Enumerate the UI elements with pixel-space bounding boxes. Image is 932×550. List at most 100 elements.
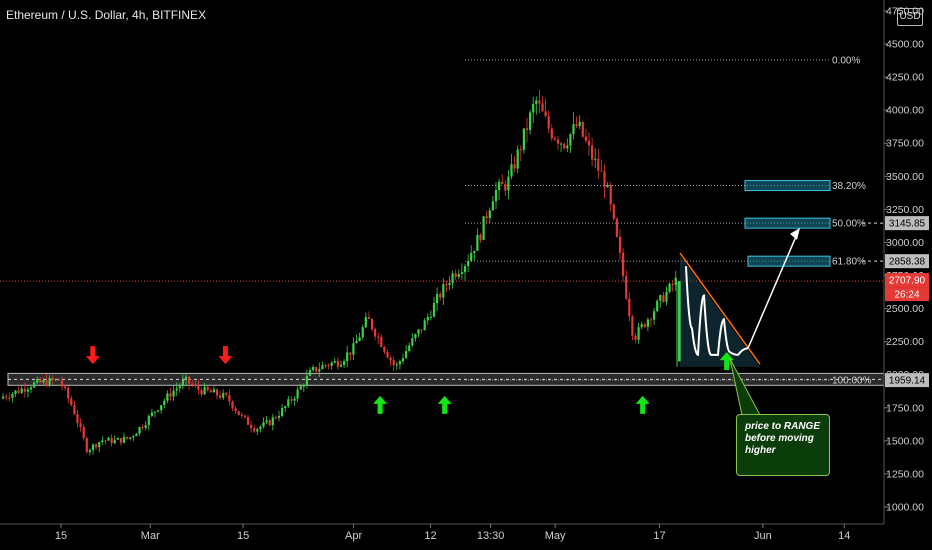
candle-body — [395, 364, 398, 366]
candle-body — [485, 216, 488, 219]
candle-body — [76, 414, 79, 424]
candle-body — [575, 124, 578, 127]
candle-body — [212, 389, 215, 393]
x-axis: 15 Mar 15 Apr 12 13:30 May 17 Jun 14 — [0, 523, 884, 542]
candle-body — [64, 386, 67, 389]
candle-body — [119, 438, 122, 443]
candle-body — [268, 420, 271, 426]
x-tick-label: 15 — [237, 530, 249, 542]
y-tick-label: 1250.00 — [886, 468, 924, 480]
candle-body — [29, 387, 33, 390]
candle-body — [426, 317, 429, 321]
candle-body — [491, 201, 494, 211]
candle-body — [640, 324, 643, 328]
x-tick-label: 15 — [55, 530, 67, 542]
candle-body — [532, 103, 535, 113]
candle-body — [547, 116, 550, 129]
candle-body — [476, 234, 479, 251]
candle-body — [612, 204, 615, 219]
price-tags: 3145.85 2858.38 2707.90 26:24 1959.14 — [885, 216, 929, 388]
candle-body — [622, 252, 625, 276]
candle-body — [383, 346, 386, 352]
candle-body — [234, 408, 237, 412]
fibonacci-levels: 0.00% 38.20% 50.00% 61.80% 100.00% — [8, 55, 884, 387]
candle-body — [460, 272, 463, 274]
candle-body — [507, 176, 510, 191]
candle-body — [405, 351, 408, 359]
candle-body — [367, 317, 370, 319]
candle-body — [107, 437, 110, 441]
candle-body — [135, 433, 138, 437]
candle-body — [572, 124, 575, 135]
descending-triangle — [680, 255, 760, 367]
candle-body — [442, 284, 445, 298]
candle-body — [101, 440, 104, 443]
candle-body — [290, 399, 293, 401]
candle-body — [578, 121, 581, 127]
candle-body — [48, 377, 51, 386]
candle-body — [411, 338, 414, 346]
currency-badge[interactable]: USD — [897, 8, 923, 26]
candle-body — [553, 138, 556, 140]
candle-body — [281, 408, 284, 416]
x-tick-label: 12 — [424, 530, 436, 542]
candle-body — [482, 216, 485, 240]
candle-body — [420, 329, 423, 331]
candle-body — [277, 415, 281, 418]
y-tick-label: 4000.00 — [886, 105, 924, 117]
y-tick-label: 2500.00 — [886, 303, 924, 315]
candle-body — [73, 405, 76, 415]
candle-body — [144, 425, 147, 428]
candle-body — [470, 253, 473, 261]
candle-body — [147, 415, 150, 426]
candle-body — [343, 361, 346, 365]
candle-body — [222, 393, 225, 398]
candle-body — [600, 170, 603, 172]
candle-body — [631, 316, 634, 336]
candle-body — [671, 283, 674, 285]
candle-body — [488, 210, 491, 219]
candle-body — [287, 399, 290, 407]
candle-body — [408, 345, 411, 352]
candle-body — [457, 273, 460, 277]
candle-body — [525, 128, 529, 131]
candle-body — [659, 295, 662, 301]
candle-body — [560, 143, 563, 145]
candle-body — [175, 388, 178, 391]
candle-body — [504, 184, 507, 191]
candle-body — [538, 100, 541, 104]
candle-body — [150, 412, 153, 416]
candle-body — [250, 424, 253, 429]
y-axis: 1000.001250.001500.001750.002000.002250.… — [883, 0, 924, 524]
candle-body — [513, 164, 516, 169]
candle-body — [45, 379, 48, 386]
candle-body — [380, 336, 383, 347]
candle-body — [355, 341, 358, 344]
candle-body — [172, 390, 175, 397]
candle-body — [569, 134, 572, 146]
candle-body — [535, 100, 538, 104]
candle-body — [324, 365, 327, 367]
candle-body — [33, 382, 36, 388]
candle-body — [336, 361, 339, 367]
candle-body — [392, 360, 395, 366]
candle-body — [85, 438, 88, 453]
candle-body — [550, 128, 553, 139]
candle-body — [26, 389, 29, 392]
candle-body — [318, 369, 321, 372]
fib-label: 0.00% — [832, 55, 860, 66]
candle-body — [42, 379, 45, 383]
candle-body — [194, 384, 197, 386]
candle-body — [67, 388, 70, 399]
candle-body — [39, 379, 42, 383]
candle-body — [308, 370, 312, 376]
y-tick-label: 2250.00 — [886, 336, 924, 348]
candle-body — [116, 438, 119, 440]
candle-body — [494, 190, 498, 202]
candle-body — [618, 236, 622, 253]
candle-body — [429, 316, 432, 318]
price-tag-label: 1959.14 — [889, 376, 926, 387]
annotation-note: price to RANGE before moving higher — [736, 414, 830, 476]
candle-body — [70, 398, 73, 406]
